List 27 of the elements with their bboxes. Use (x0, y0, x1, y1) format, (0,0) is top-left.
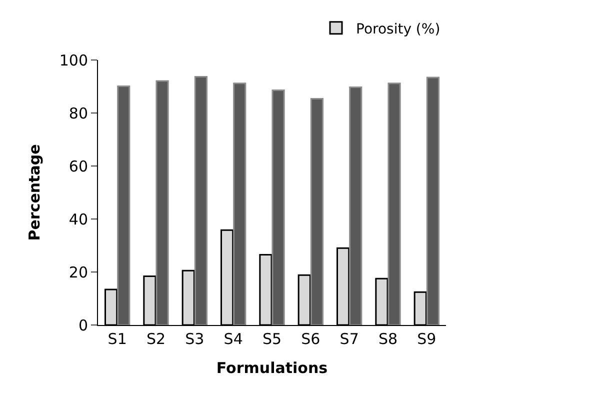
x-tick-label: S9 (417, 330, 436, 348)
bar (117, 85, 130, 325)
bar (310, 98, 324, 325)
y-axis-title: Percentage (26, 144, 44, 241)
y-tick-label: 80 (68, 104, 88, 122)
x-axis-title: Formulations (216, 359, 328, 377)
bar (388, 82, 401, 325)
bar (426, 76, 440, 325)
x-tick-label: S4 (224, 330, 243, 348)
bar (194, 76, 208, 325)
legend-label: Porosity (%) (356, 21, 440, 38)
x-tick-label: S5 (262, 330, 282, 348)
y-tick-label: 60 (68, 157, 88, 176)
y-tick-label: 20 (68, 263, 88, 282)
bar (272, 89, 285, 325)
bar (349, 86, 362, 325)
y-tick-label: 0 (78, 316, 88, 334)
y-tick-label: 40 (68, 210, 88, 228)
x-tick-label: S3 (185, 330, 204, 348)
x-tick-label: S2 (146, 330, 166, 348)
bar (233, 82, 246, 325)
x-tick-label: S7 (340, 330, 359, 348)
x-tick-label: S6 (301, 330, 320, 348)
x-tick-label: S8 (378, 330, 398, 348)
y-tick-label: 100 (59, 51, 88, 70)
bar (156, 80, 169, 325)
x-tick-label: S1 (108, 330, 127, 348)
